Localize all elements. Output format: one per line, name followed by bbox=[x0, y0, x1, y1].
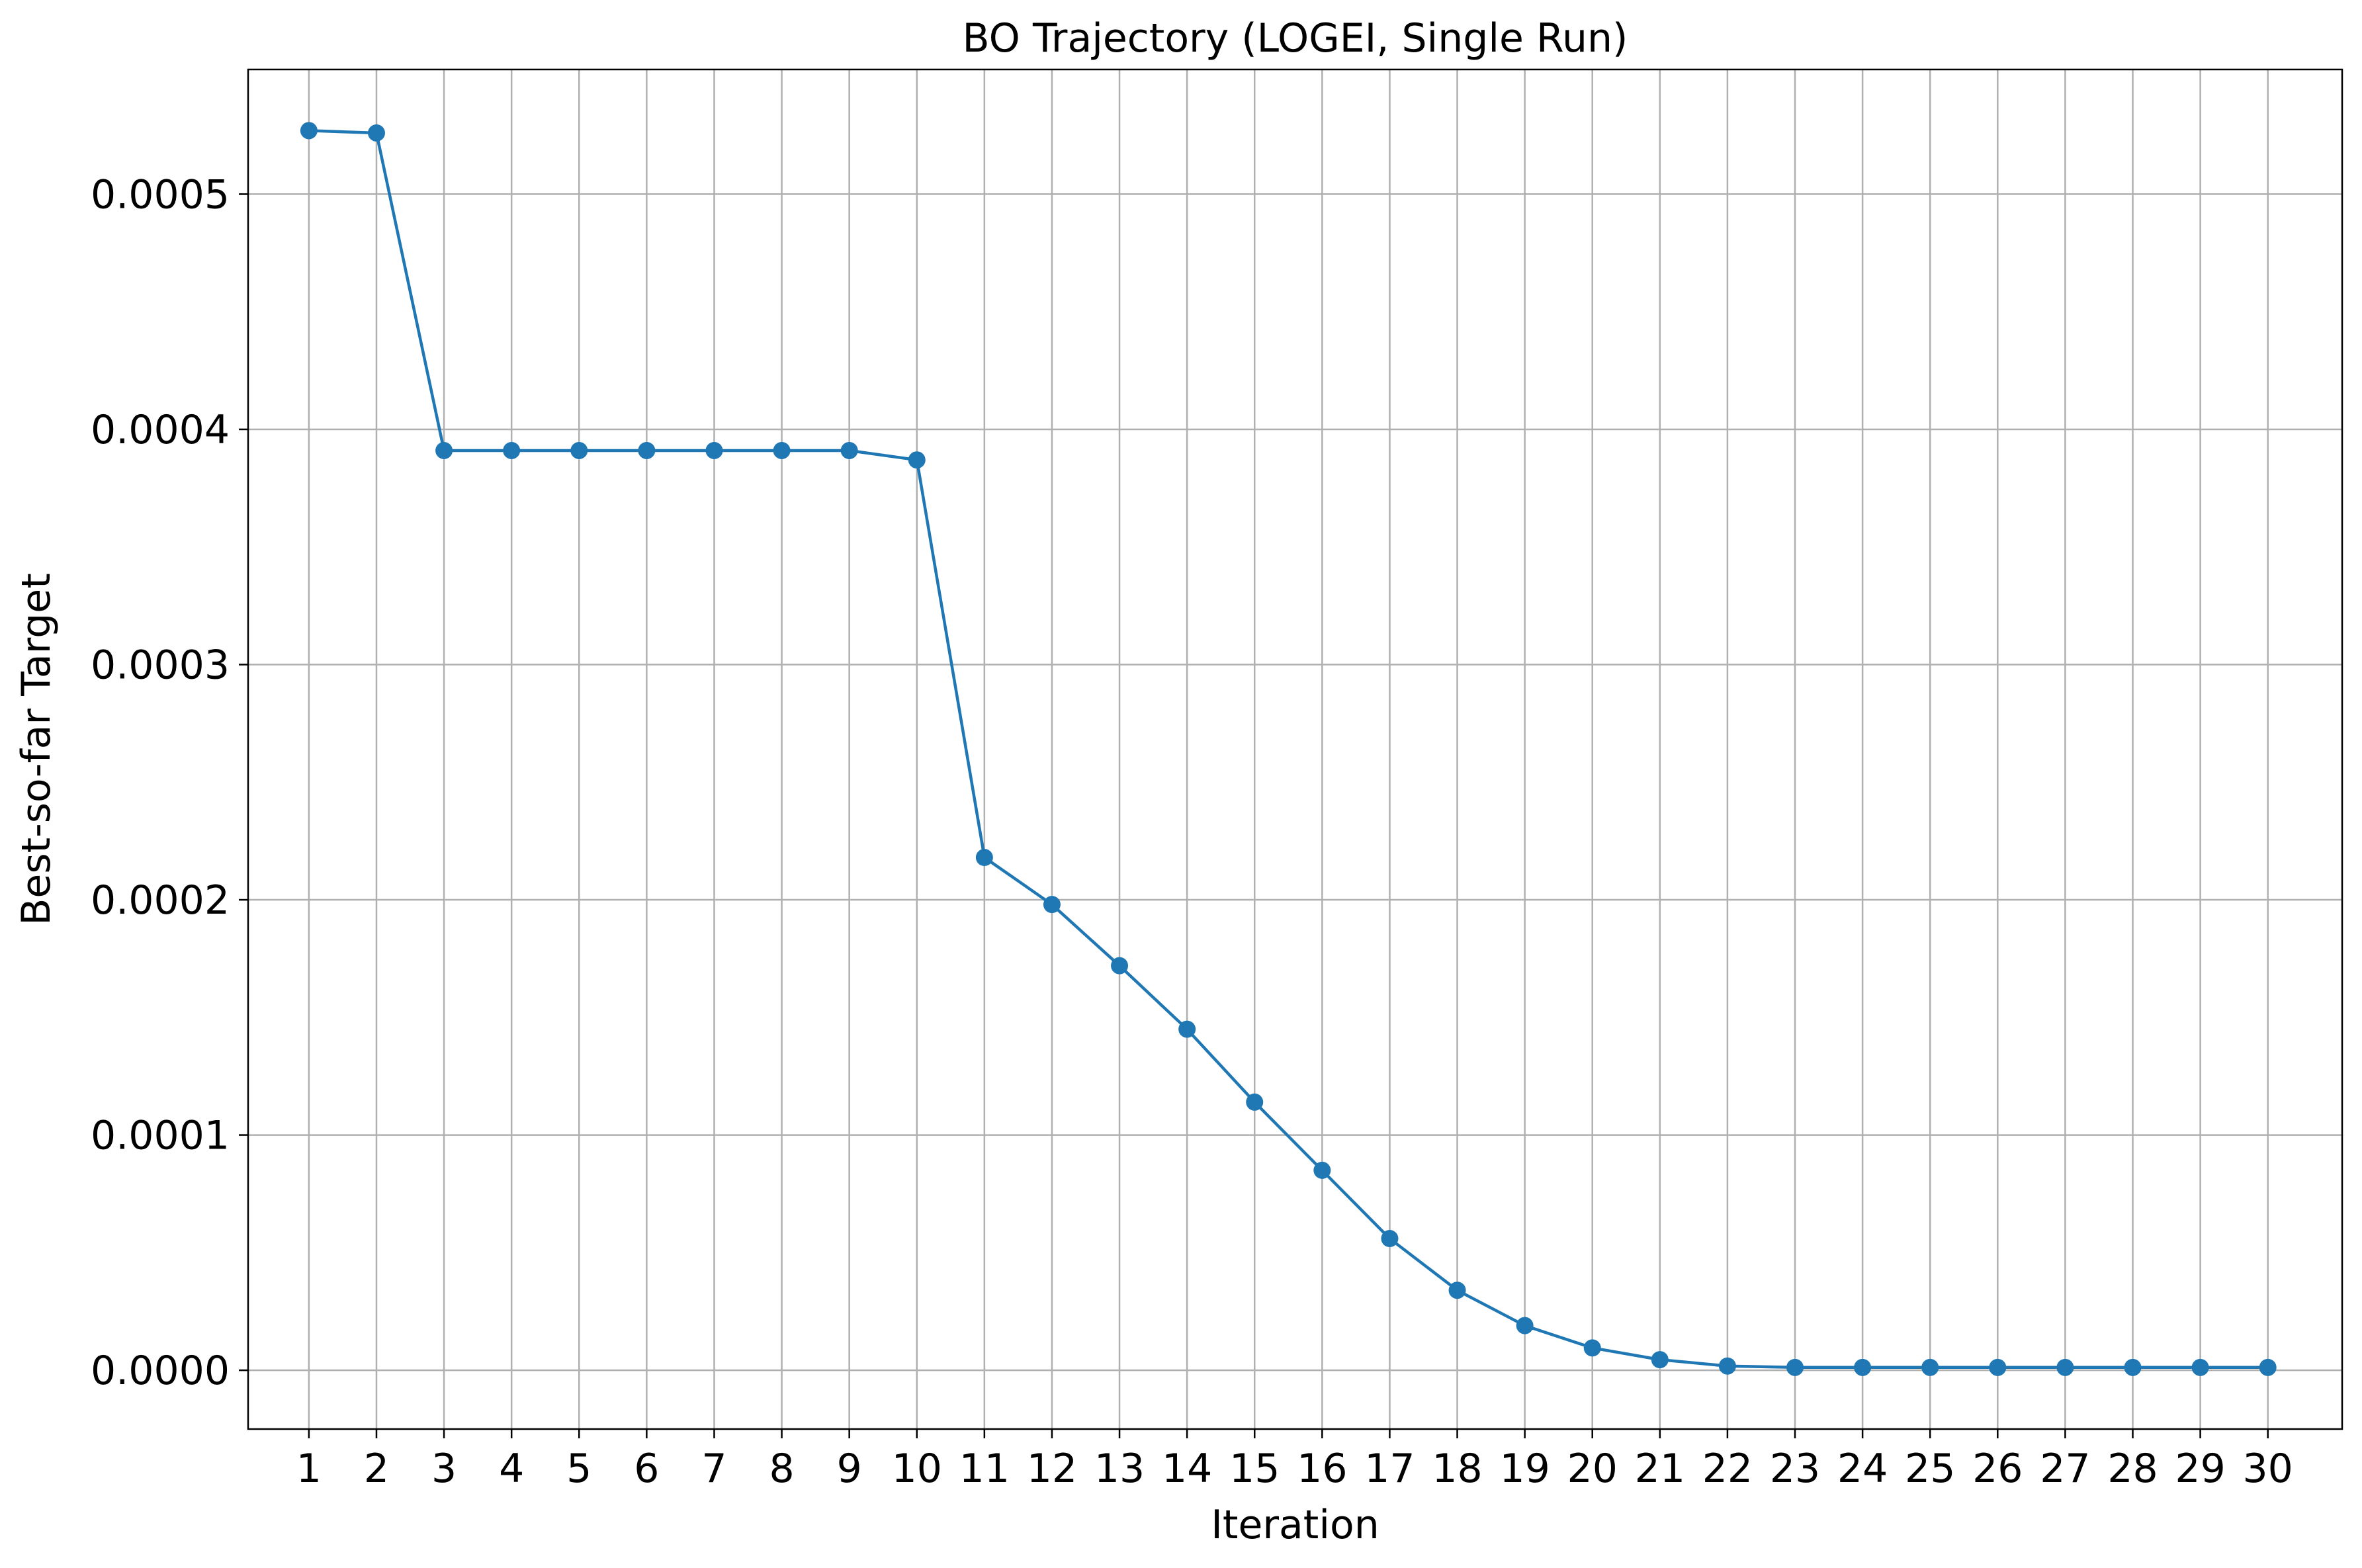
x-tick-label: 26 bbox=[1972, 1446, 2023, 1492]
x-tick-label: 10 bbox=[892, 1446, 942, 1492]
data-point bbox=[1854, 1358, 1872, 1376]
y-tick-label: 0.0001 bbox=[91, 1113, 230, 1159]
data-point bbox=[1651, 1351, 1669, 1369]
x-tick-label: 21 bbox=[1635, 1446, 1685, 1492]
chart-title: BO Trajectory (LOGEI, Single Run) bbox=[963, 15, 1628, 62]
data-point bbox=[367, 124, 385, 142]
data-point bbox=[1718, 1357, 1736, 1375]
data-point bbox=[975, 849, 993, 867]
grid bbox=[248, 69, 2342, 1429]
y-axis-label: Best-so-far Target bbox=[13, 573, 60, 926]
data-point bbox=[705, 441, 723, 459]
x-tick-label: 4 bbox=[499, 1446, 524, 1492]
x-tick-label: 13 bbox=[1094, 1446, 1145, 1492]
x-tick-label: 23 bbox=[1770, 1446, 1820, 1492]
data-point bbox=[638, 441, 656, 459]
x-tick-label: 14 bbox=[1162, 1446, 1212, 1492]
data-point bbox=[1516, 1317, 1534, 1334]
x-tick-label: 20 bbox=[1567, 1446, 1618, 1492]
data-point bbox=[503, 441, 521, 459]
data-point bbox=[1921, 1358, 1939, 1376]
x-tick-label: 17 bbox=[1364, 1446, 1415, 1492]
x-axis-label: Iteration bbox=[1211, 1502, 1379, 1548]
y-tick-label: 0.0000 bbox=[91, 1348, 230, 1394]
data-point bbox=[1043, 896, 1061, 914]
x-tick-label: 7 bbox=[701, 1446, 726, 1492]
x-tick-label: 5 bbox=[566, 1446, 591, 1492]
x-tick-label: 8 bbox=[769, 1446, 794, 1492]
x-tick-label: 16 bbox=[1297, 1446, 1347, 1492]
y-tick-label: 0.0002 bbox=[91, 877, 230, 924]
plot-frame bbox=[247, 68, 2343, 1430]
data-point bbox=[2124, 1358, 2142, 1376]
data-point bbox=[1786, 1358, 1804, 1376]
data-point bbox=[2259, 1358, 2277, 1376]
data-point bbox=[1246, 1093, 1264, 1111]
data-point bbox=[1448, 1282, 1466, 1299]
x-tick-label: 22 bbox=[1702, 1446, 1753, 1492]
x-tick-label: 3 bbox=[431, 1446, 457, 1492]
data-point bbox=[300, 122, 318, 140]
y-tick-label: 0.0003 bbox=[91, 642, 230, 689]
x-tick-label: 9 bbox=[837, 1446, 862, 1492]
x-tick-label: 6 bbox=[634, 1446, 659, 1492]
x-tick-label: 1 bbox=[296, 1446, 322, 1492]
x-tick-label: 12 bbox=[1027, 1446, 1077, 1492]
series-layer bbox=[300, 122, 2277, 1376]
data-point bbox=[1381, 1230, 1399, 1248]
ticks: 1 2 3 4 5 6 7 8 9 10 11 12 13 14 15 16 17 18 19 20 21 22 23 24 2… bbox=[91, 171, 2293, 1492]
x-tick-label: 29 bbox=[2175, 1446, 2225, 1492]
data-point bbox=[1111, 957, 1129, 975]
x-tick-label: 27 bbox=[2040, 1446, 2090, 1492]
data-point bbox=[570, 441, 588, 459]
x-tick-label: 2 bbox=[364, 1446, 389, 1492]
data-point bbox=[1313, 1161, 1331, 1179]
data-point bbox=[2191, 1358, 2209, 1376]
series-line bbox=[308, 129, 2268, 1370]
y-tick-label: 0.0005 bbox=[91, 171, 230, 218]
x-tick-label: 30 bbox=[2243, 1446, 2293, 1492]
data-point bbox=[2056, 1358, 2074, 1376]
data-point bbox=[1583, 1339, 1601, 1357]
y-tick-label: 0.0004 bbox=[91, 407, 230, 453]
data-point bbox=[908, 451, 926, 469]
data-point bbox=[1989, 1358, 2007, 1376]
x-tick-label: 19 bbox=[1499, 1446, 1550, 1492]
x-tick-label: 15 bbox=[1229, 1446, 1280, 1492]
x-tick-label: 24 bbox=[1837, 1446, 1888, 1492]
data-point bbox=[773, 441, 791, 459]
x-tick-label: 11 bbox=[959, 1446, 1010, 1492]
x-tick-label: 25 bbox=[1905, 1446, 1955, 1492]
x-tick-label: 28 bbox=[2107, 1446, 2158, 1492]
data-point bbox=[435, 441, 453, 459]
data-point bbox=[840, 441, 858, 459]
data-point bbox=[1178, 1020, 1196, 1038]
x-tick-label: 18 bbox=[1432, 1446, 1482, 1492]
